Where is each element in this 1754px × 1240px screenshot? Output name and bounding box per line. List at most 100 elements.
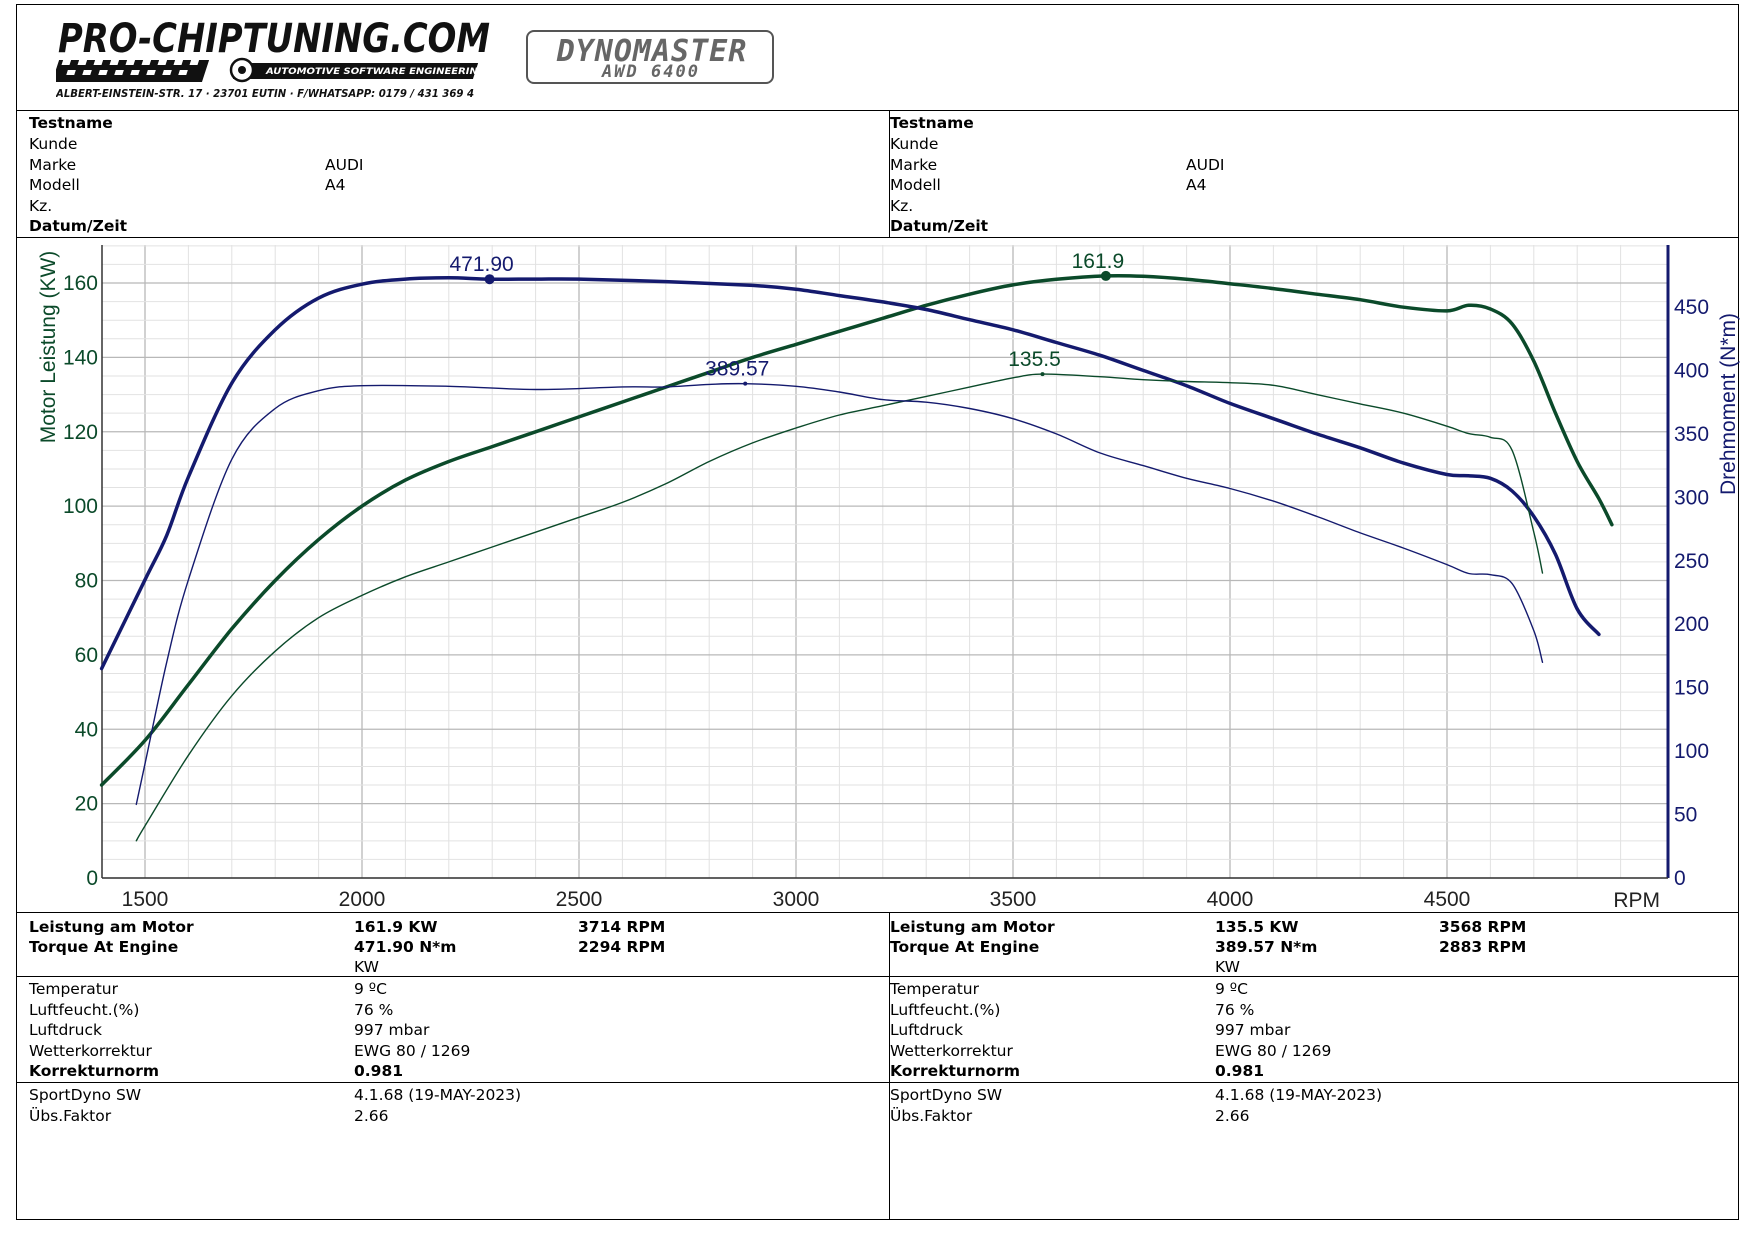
label-norm-left: Korrekturnorm bbox=[29, 1062, 160, 1080]
y-left-tick-label: 60 bbox=[75, 644, 98, 667]
power-curve-secondary bbox=[135, 373, 1544, 842]
y-axis-label-torque: Drehmoment (N*m) bbox=[1717, 313, 1740, 495]
chart-annotations: 471.90 161.9 389.57 135.5 bbox=[449, 250, 1124, 386]
label-testname-left: Testname bbox=[29, 114, 113, 132]
x-tick-label: 3000 bbox=[773, 888, 820, 911]
divider-results bbox=[16, 976, 1739, 977]
label-marke-right: Marke bbox=[890, 156, 938, 174]
divider-info bbox=[16, 237, 1739, 238]
divider-chart bbox=[16, 912, 1739, 913]
y-left-tick-label: 160 bbox=[63, 272, 98, 295]
label-weather-right: Wetterkorrektur bbox=[890, 1042, 1013, 1060]
value-modell-right: A4 bbox=[1186, 176, 1207, 194]
y-right-tick-label: 450 bbox=[1674, 296, 1709, 319]
y-right-tick-label: 0 bbox=[1674, 867, 1686, 890]
label-kz-left: Kz. bbox=[29, 197, 53, 215]
value-temp-right: 9 ºC bbox=[1215, 980, 1248, 998]
pro-chiptuning-logo: PRO-CHIPTUNING.COM AUTOMOTIVE SOFTWARE E… bbox=[51, 8, 496, 102]
value-power-rpm-right: 3568 RPM bbox=[1439, 918, 1527, 936]
chart-series bbox=[99, 273, 1614, 842]
label-kz-right: Kz. bbox=[890, 197, 914, 215]
x-tick-label: 2500 bbox=[556, 888, 603, 911]
peak-marker bbox=[743, 381, 748, 386]
value-pressure-right: 997 mbar bbox=[1215, 1021, 1291, 1039]
label-kunde-right: Kunde bbox=[890, 135, 939, 153]
value-norm-left: 0.981 bbox=[354, 1062, 404, 1080]
peak-marker bbox=[1100, 270, 1111, 281]
y-left-tick-label: 40 bbox=[75, 718, 98, 741]
unit-right: KW bbox=[1215, 958, 1240, 976]
peak-label: 135.5 bbox=[1008, 348, 1061, 371]
y-left-tick-label: 100 bbox=[63, 495, 98, 518]
value-pressure-left: 997 mbar bbox=[354, 1021, 430, 1039]
value-marke-left: AUDI bbox=[325, 156, 364, 174]
peak-marker bbox=[1040, 372, 1045, 377]
column-divider-info bbox=[889, 110, 890, 237]
logo-main-text: PRO-CHIPTUNING.COM bbox=[58, 16, 490, 62]
value-torque-right: 389.57 N*m bbox=[1215, 938, 1318, 956]
label-humidity-right: Luftfeucht.(%) bbox=[890, 1001, 1001, 1019]
label-temp-left: Temperatur bbox=[29, 980, 118, 998]
value-torque-rpm-right: 2883 RPM bbox=[1439, 938, 1527, 956]
label-ratio-left: Übs.Faktor bbox=[29, 1107, 112, 1125]
y-left-tick-label: 80 bbox=[75, 570, 98, 593]
value-sw-left: 4.1.68 (19-MAY-2023) bbox=[354, 1086, 522, 1104]
label-pressure-left: Luftdruck bbox=[29, 1021, 102, 1039]
chart-axes bbox=[101, 245, 1670, 879]
value-torque-rpm-left: 2294 RPM bbox=[578, 938, 666, 956]
value-temp-left: 9 ºC bbox=[354, 980, 387, 998]
logo-address: ALBERT-EINSTEIN-STR. 17 · 23701 EUTIN · … bbox=[56, 88, 474, 100]
y-left-tick-label: 20 bbox=[75, 793, 98, 816]
y-left-tick-label: 140 bbox=[63, 346, 98, 369]
column-divider-results bbox=[889, 912, 890, 1220]
label-temp-right: Temperatur bbox=[890, 980, 979, 998]
label-torque-right: Torque At Engine bbox=[890, 938, 1040, 956]
value-power-left: 161.9 KW bbox=[354, 918, 438, 936]
dynomaster-logo: DYNOMASTER AWD 6400 bbox=[526, 30, 774, 84]
value-power-rpm-left: 3714 RPM bbox=[578, 918, 666, 936]
checkered-stripe bbox=[51, 60, 479, 82]
label-datum-right: Datum/Zeit bbox=[890, 217, 989, 235]
label-pressure-right: Luftdruck bbox=[890, 1021, 963, 1039]
logo-tagline: AUTOMOTIVE SOFTWARE ENGINEERING bbox=[265, 67, 486, 77]
chart-grid bbox=[102, 245, 1668, 879]
x-tick-label: 4500 bbox=[1424, 888, 1471, 911]
torque-curve-secondary bbox=[135, 382, 1544, 806]
x-tick-label: 4000 bbox=[1207, 888, 1254, 911]
value-weather-right: EWG 80 / 1269 bbox=[1215, 1042, 1332, 1060]
peak-label: 161.9 bbox=[1072, 250, 1125, 273]
label-modell-left: Modell bbox=[29, 176, 80, 194]
y-left-tick-label: 0 bbox=[86, 867, 98, 890]
x-tick-label: 3500 bbox=[990, 888, 1037, 911]
torque-curve-primary bbox=[99, 276, 1601, 671]
label-weather-left: Wetterkorrektur bbox=[29, 1042, 152, 1060]
x-axis-label-rpm: RPM bbox=[1613, 889, 1660, 912]
label-power-right: Leistung am Motor bbox=[890, 918, 1055, 936]
chart-tick-labels: 1500 2000 2500 3000 3500 4000 4500020406080100… bbox=[63, 272, 1709, 911]
peak-label: 389.57 bbox=[705, 358, 769, 381]
label-sw-left: SportDyno SW bbox=[29, 1086, 142, 1104]
y-right-tick-label: 400 bbox=[1674, 359, 1709, 382]
y-left-tick-label: 120 bbox=[63, 421, 98, 444]
value-weather-left: EWG 80 / 1269 bbox=[354, 1042, 471, 1060]
x-tick-label: 2000 bbox=[339, 888, 386, 911]
value-sw-right: 4.1.68 (19-MAY-2023) bbox=[1215, 1086, 1383, 1104]
label-testname-right: Testname bbox=[890, 114, 974, 132]
label-power-left: Leistung am Motor bbox=[29, 918, 194, 936]
y-right-tick-label: 50 bbox=[1674, 804, 1697, 827]
unit-left: KW bbox=[354, 958, 379, 976]
label-sw-right: SportDyno SW bbox=[890, 1086, 1003, 1104]
x-tick-label: 1500 bbox=[122, 888, 169, 911]
value-marke-right: AUDI bbox=[1186, 156, 1225, 174]
dyno-chart: 1500 2000 2500 3000 3500 4000 4500020406080100… bbox=[37, 245, 1740, 912]
divider-conditions bbox=[16, 1082, 1739, 1083]
y-right-tick-label: 200 bbox=[1674, 613, 1709, 636]
y-right-tick-label: 300 bbox=[1674, 486, 1709, 509]
value-modell-left: A4 bbox=[325, 176, 346, 194]
value-ratio-left: 2.66 bbox=[354, 1107, 389, 1125]
label-kunde-left: Kunde bbox=[29, 135, 78, 153]
peak-label: 471.90 bbox=[449, 253, 513, 276]
report-frame bbox=[16, 4, 1739, 1220]
value-humidity-right: 76 % bbox=[1215, 1001, 1255, 1019]
y-right-tick-label: 350 bbox=[1674, 423, 1709, 446]
